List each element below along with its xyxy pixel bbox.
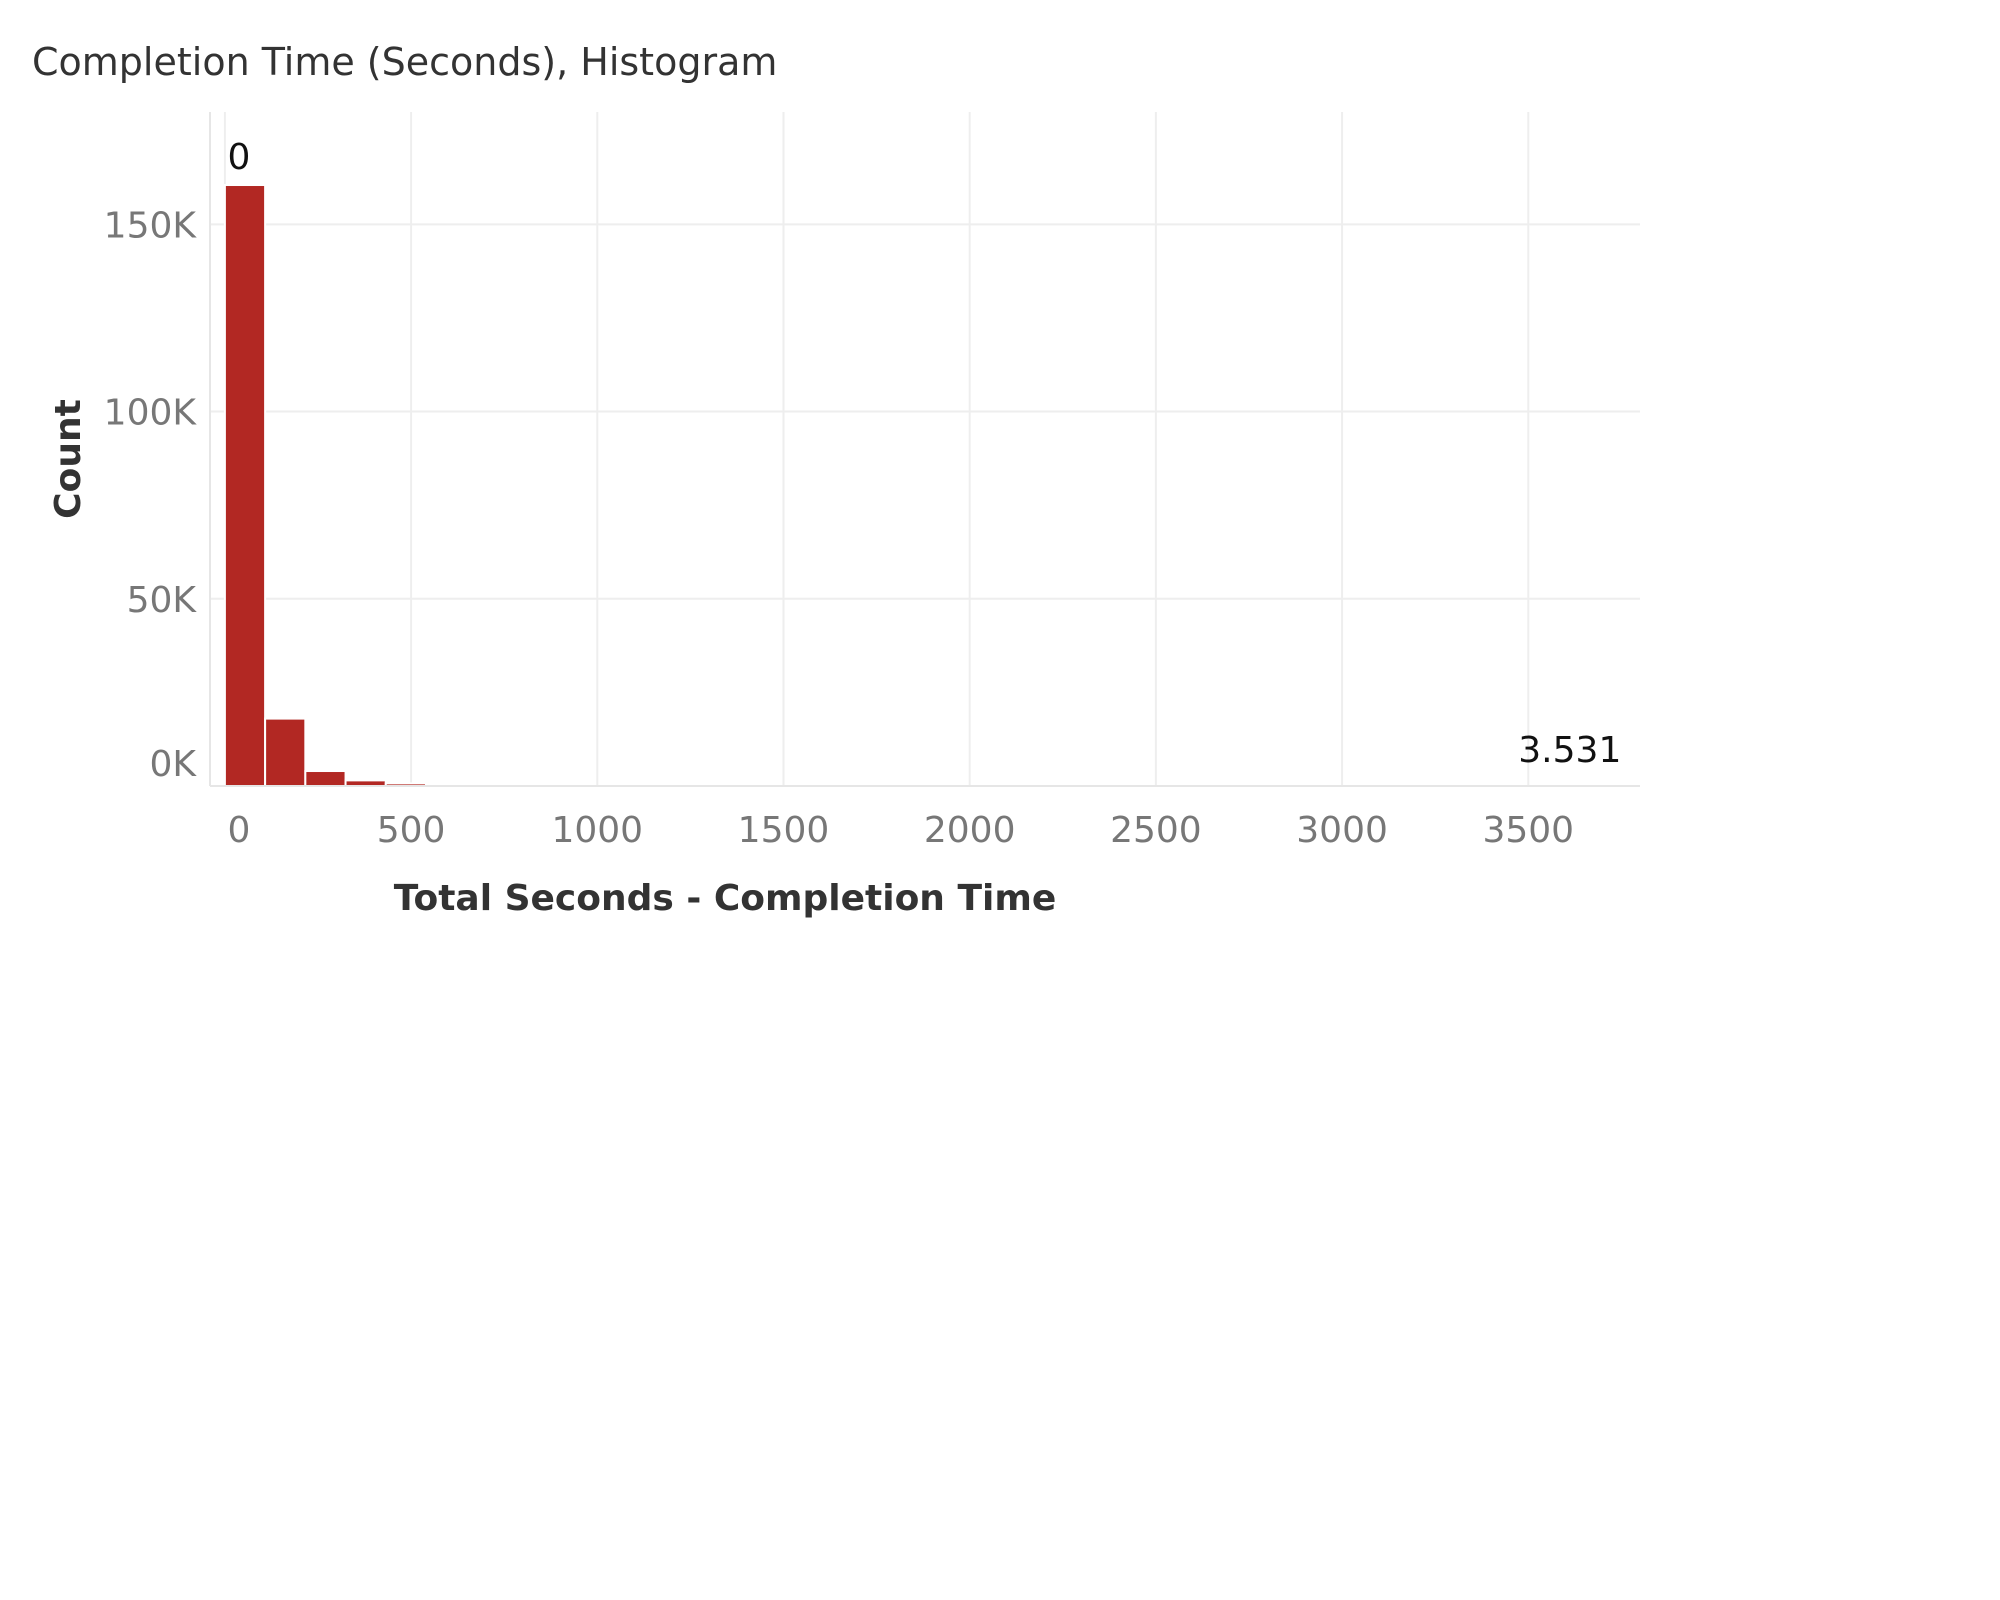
y-tick-label: 150K (104, 205, 198, 246)
x-tick-label: 1500 (738, 810, 830, 851)
x-tick-label: 3000 (1296, 810, 1388, 851)
axis-layer (209, 112, 1640, 787)
x-tick-label: 3500 (1482, 810, 1574, 851)
y-tick-label: 100K (104, 393, 198, 434)
x-tick-label: 0 (227, 810, 250, 851)
max-value-annotation: 3.531 (1518, 730, 1621, 771)
y-tick-label: 0K (149, 744, 197, 785)
histogram-bar (304, 770, 347, 787)
label-layer: 0 500 1000 1500 2000 2500 3000 3500 0K 50K 100K 150… (48, 137, 1621, 919)
x-tick-label: 1000 (551, 810, 643, 851)
grid-layer (210, 112, 1640, 786)
x-tick-label: 500 (377, 810, 446, 851)
min-value-annotation: 0 (227, 137, 250, 178)
x-tick-label: 2500 (1110, 810, 1202, 851)
chart-title: Completion Time (Seconds), Histogram (32, 40, 778, 84)
y-tick-label: 50K (127, 580, 198, 621)
x-axis-title: Total Seconds - Completion Time (394, 878, 1057, 919)
y-axis-title: Count (48, 399, 89, 519)
histogram-bar (223, 184, 267, 787)
x-tick-label: 2000 (924, 810, 1016, 851)
bar-layer (223, 184, 508, 788)
histogram-bar (264, 717, 307, 787)
